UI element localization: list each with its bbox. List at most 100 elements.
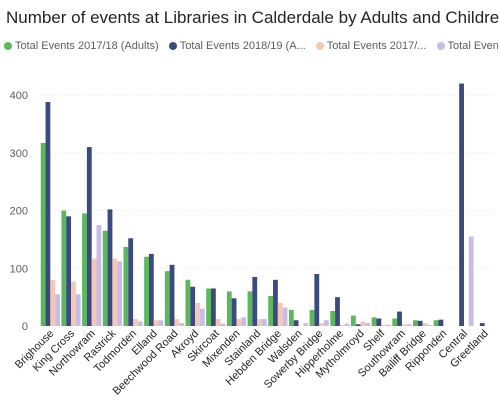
bar-brighouse-series-1[interactable] (40, 143, 46, 326)
bar-bailiff-bridge-series-3[interactable] (422, 323, 428, 326)
bar-southowram-series-3[interactable] (401, 324, 407, 326)
chart-title: Number of events at Libraries in Calderd… (6, 8, 500, 27)
bar-hipperholme-series-4[interactable] (344, 323, 350, 326)
bar-skircoat-series-4[interactable] (220, 323, 226, 326)
bar-mixenden-series-2[interactable] (231, 298, 237, 326)
bar-mytholmroyd-series-1[interactable] (350, 315, 356, 326)
bar-brighouse-series-4[interactable] (55, 294, 60, 326)
bar-shelf-series-2[interactable] (376, 318, 382, 327)
bar-hipperholme-series-1[interactable] (330, 310, 336, 326)
legend-item-series-2[interactable]: Total Events 2018/19 (A... (168, 40, 306, 53)
bar-northowram-series-3[interactable] (91, 258, 97, 326)
bar-king-cross-series-4[interactable] (75, 294, 81, 326)
bar-mytholmroyd-series-4[interactable] (365, 323, 371, 326)
bar-sowerby-bridge-series-3[interactable] (319, 323, 324, 326)
bar-northowram-series-4[interactable] (96, 224, 102, 326)
bar-beechwood-road-series-1[interactable] (164, 271, 170, 326)
bar-elland-series-4[interactable] (158, 320, 164, 326)
legend-dot-series-2 (168, 42, 177, 51)
legend-label-series-1: Total Events 2017/18 (Adults) (15, 40, 159, 53)
bar-mixenden-series-1[interactable] (226, 291, 232, 326)
bar-mixenden-series-4[interactable] (241, 317, 247, 326)
bar-todmorden-series-4[interactable] (137, 321, 143, 326)
bar-king-cross-series-3[interactable] (71, 281, 76, 326)
chart-legend[interactable]: Total Events 2017/18 (Adults) Total Even… (4, 40, 498, 58)
bar-ripponden-series-1[interactable] (433, 320, 439, 326)
bar-greetland-series-2[interactable] (479, 323, 485, 326)
bar-brighouse-series-2[interactable] (45, 102, 51, 327)
bar-bailiff-bridge-series-2[interactable] (417, 320, 423, 326)
bar-elland-series-2[interactable] (148, 253, 154, 326)
legend-item-series-1[interactable]: Total Events 2017/18 (Adults) (4, 40, 159, 52)
bar-king-cross-series-2[interactable] (66, 216, 72, 326)
bar-walsden-series-2[interactable] (293, 320, 299, 326)
bar-central-series-4[interactable] (468, 236, 474, 326)
y-tick-label-400: 400 (10, 90, 28, 102)
legend-item-series-4[interactable]: Total Events 201... (436, 40, 498, 53)
bar-hebden-bridge-series-1[interactable] (268, 295, 274, 326)
bar-todmorden-series-1[interactable] (123, 246, 129, 326)
bar-skircoat-series-2[interactable] (211, 288, 216, 326)
bar-akroyd-series-4[interactable] (199, 308, 205, 326)
bar-stainland-series-3[interactable] (257, 319, 262, 326)
y-tick-label-200: 200 (10, 206, 28, 218)
bar-shelf-series-1[interactable] (371, 317, 377, 326)
bar-beechwood-road-series-2[interactable] (169, 264, 175, 326)
bar-ripponden-series-2[interactable] (438, 319, 444, 326)
bar-rastrick-series-1[interactable] (102, 230, 108, 326)
bar-stainland-series-1[interactable] (247, 291, 253, 326)
bar-stainland-series-4[interactable] (261, 319, 267, 326)
bar-bailiff-bridge-series-4[interactable] (427, 324, 433, 326)
bar-akroyd-series-2[interactable] (190, 286, 196, 326)
y-axis-ticks: 0 100 200 300 400 (10, 90, 28, 333)
legend-dot-series-1 (4, 42, 12, 51)
y-tick-label-300: 300 (10, 148, 28, 160)
bar-mixenden-series-3[interactable] (236, 319, 242, 326)
bar-sowerby-bridge-series-4[interactable] (324, 320, 329, 326)
bar-beechwood-road-series-4[interactable] (179, 323, 185, 326)
bar-bailiff-bridge-series-1[interactable] (413, 320, 418, 326)
bar-skircoat-series-3[interactable] (215, 319, 221, 326)
legend-item-series-3[interactable]: Total Events 2017/... (315, 40, 426, 52)
bar-stainland-series-2[interactable] (252, 276, 258, 326)
bar-rastrick-series-4[interactable] (117, 261, 122, 326)
legend-dot-series-4 (436, 42, 445, 51)
bar-mytholmroyd-series-3[interactable] (360, 321, 366, 326)
bar-sowerby-bridge-series-1[interactable] (309, 309, 315, 326)
bar-rastrick-series-3[interactable] (112, 258, 118, 326)
bar-northowram-series-1[interactable] (82, 213, 87, 326)
legend-dot-series-3 (315, 42, 324, 51)
bar-southowram-series-2[interactable] (397, 311, 402, 326)
bar-hebden-bridge-series-2[interactable] (273, 279, 278, 326)
bar-shelf-series-3[interactable] (381, 324, 387, 326)
bar-rastrick-series-2[interactable] (107, 209, 113, 326)
bar-southowram-series-1[interactable] (392, 318, 398, 327)
bar-hipperholme-series-2[interactable] (335, 297, 340, 326)
bar-walsden-series-1[interactable] (288, 309, 294, 326)
bar-southowram-series-4[interactable] (406, 324, 412, 326)
legend-label-series-2: Total Events 2018/19 (A... (179, 40, 306, 53)
bar-northowram-series-2[interactable] (86, 147, 92, 326)
bar-todmorden-series-2[interactable] (128, 238, 134, 326)
bar-elland-series-1[interactable] (144, 256, 149, 326)
bar-todmorden-series-3[interactable] (133, 319, 138, 326)
bar-brighouse-series-3[interactable] (50, 279, 56, 326)
bar-mytholmroyd-series-2[interactable] (355, 324, 361, 326)
bar-sowerby-bridge-series-2[interactable] (314, 274, 320, 326)
bar-hipperholme-series-3[interactable] (339, 324, 345, 326)
bar-walsden-series-4[interactable] (303, 323, 309, 326)
bar-king-cross-series-1[interactable] (61, 210, 67, 326)
bar-akroyd-series-1[interactable] (185, 279, 191, 326)
legend-label-series-4: Total Events 201... (447, 40, 498, 53)
bar-akroyd-series-3[interactable] (195, 302, 200, 326)
y-tick-label-100: 100 (10, 263, 28, 275)
bar-shelf-series-4[interactable] (386, 324, 391, 326)
bar-skircoat-series-1[interactable] (206, 288, 211, 326)
bar-hebden-bridge-series-3[interactable] (277, 302, 283, 326)
bar-central-series-2[interactable] (459, 83, 464, 326)
bar-hebden-bridge-series-4[interactable] (282, 307, 288, 326)
bar-elland-series-3[interactable] (153, 320, 159, 326)
bar-beechwood-road-series-3[interactable] (174, 319, 180, 326)
